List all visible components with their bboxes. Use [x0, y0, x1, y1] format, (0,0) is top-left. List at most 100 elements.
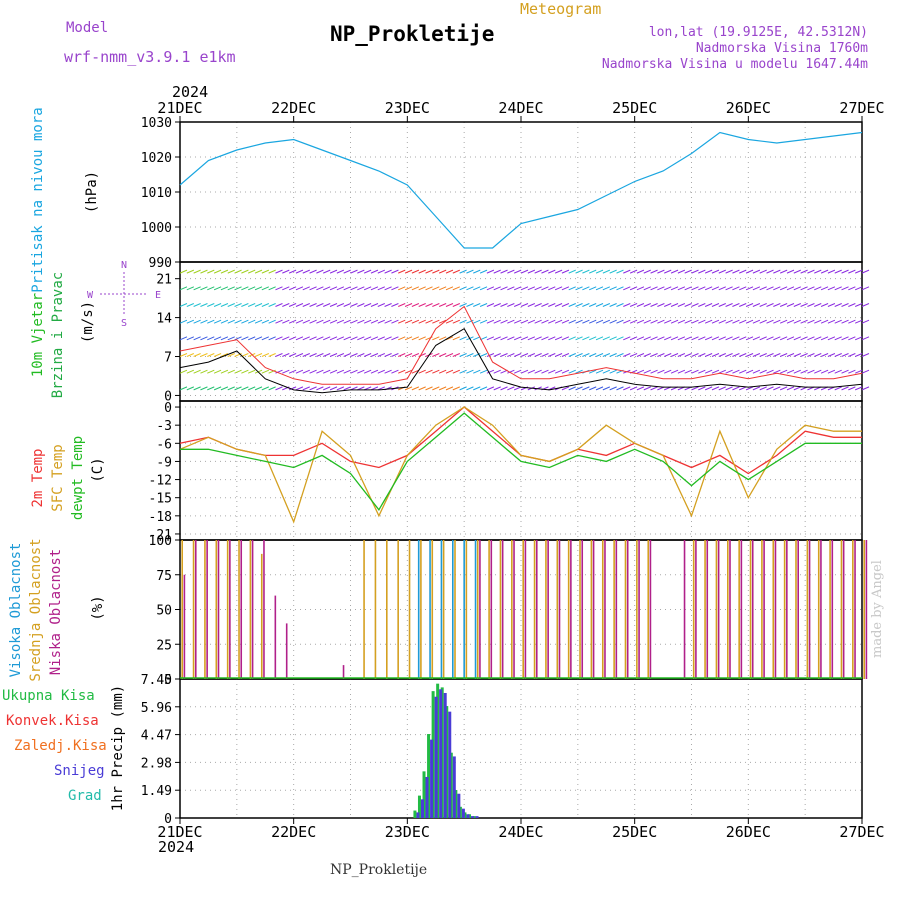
- wind-barb: [466, 353, 474, 357]
- wind-barb: [323, 286, 331, 291]
- wind-barb: [575, 319, 583, 324]
- wind-barb: [241, 303, 249, 307]
- wind-barb: [664, 286, 672, 291]
- wind-barb: [425, 369, 433, 374]
- wind-barb: [507, 286, 515, 291]
- wind-barb: [732, 353, 740, 357]
- xtick-label-top: 24DEC: [498, 99, 543, 117]
- wind-barb: [698, 386, 706, 391]
- wind-barb: [684, 303, 692, 307]
- wind-barb: [193, 369, 201, 374]
- wind-barb: [418, 336, 426, 341]
- wind-barb: [513, 353, 522, 357]
- wind-barb: [718, 269, 726, 274]
- wind-barb: [561, 286, 570, 291]
- compass-e: E: [155, 290, 161, 301]
- wind-barb: [220, 353, 229, 357]
- wind-barb: [350, 286, 358, 291]
- wind-barb: [704, 319, 713, 324]
- wind-barb: [432, 319, 440, 324]
- wind-barb: [254, 269, 263, 274]
- wind-barb: [473, 269, 481, 274]
- model-elevation: Nadmorska Visina u modelu 1647.44m: [601, 57, 868, 72]
- wind-barb: [186, 269, 195, 274]
- xtick-label-bottom: 22DEC: [271, 823, 316, 841]
- wind-barb: [745, 386, 754, 391]
- model-name: wrf-nmm_v3.9.1 e1km: [64, 48, 236, 66]
- wind-barb: [275, 353, 283, 357]
- wind-barb: [418, 269, 426, 274]
- wind-barb: [814, 319, 822, 324]
- wind-barb: [350, 353, 358, 357]
- wind-barb: [329, 319, 338, 324]
- wind-barb: [589, 303, 597, 307]
- wind-barb: [595, 286, 604, 291]
- wind-barb: [438, 369, 447, 374]
- wind-barb: [507, 269, 515, 274]
- wind-barb: [370, 386, 379, 391]
- wind-barb: [309, 286, 317, 291]
- label-precip-unit: 1hr Precip (mm): [110, 685, 126, 811]
- wind-barb: [814, 369, 822, 374]
- wind-barb: [820, 353, 829, 357]
- wind-barb: [445, 303, 454, 307]
- wind-barb: [568, 353, 576, 357]
- wind-barb: [779, 269, 788, 274]
- wind-barb: [241, 286, 249, 291]
- wind-barb: [302, 269, 310, 274]
- wind-barb: [718, 286, 726, 291]
- wind-barb: [657, 369, 665, 374]
- wind-barb: [425, 319, 433, 324]
- wind-barb: [841, 303, 849, 307]
- wind-barb: [718, 386, 726, 391]
- wind-barb: [411, 303, 420, 307]
- wind-barb: [711, 319, 720, 324]
- wind-barb: [582, 336, 590, 341]
- wind-barb: [213, 353, 222, 357]
- wind-barb: [854, 369, 863, 374]
- wind-barb: [827, 286, 836, 291]
- wind-barb: [793, 303, 801, 307]
- wind-barb: [391, 319, 399, 324]
- wind-barb: [350, 269, 358, 274]
- wind-barb: [493, 369, 501, 374]
- wind-barb: [841, 286, 849, 291]
- wind-barb: [459, 353, 467, 357]
- wind-barb: [513, 369, 522, 374]
- wind-barb: [636, 319, 645, 324]
- wind-barb: [459, 386, 467, 391]
- wind-barb: [234, 336, 242, 341]
- wind-barb: [377, 369, 385, 374]
- wind-barb: [411, 269, 420, 274]
- wind-barb: [602, 303, 611, 307]
- xtick-label-bottom: 23DEC: [385, 823, 430, 841]
- wind-barb: [609, 286, 617, 291]
- wind-barb: [398, 369, 406, 374]
- wind-barb: [834, 303, 842, 307]
- wind-barb: [418, 286, 426, 291]
- wind-barb: [507, 303, 515, 307]
- wind-barb: [200, 319, 208, 324]
- wind-barb: [186, 303, 195, 307]
- wind-barb: [241, 386, 249, 391]
- wind-barb: [350, 336, 358, 341]
- wind-barb: [541, 369, 549, 374]
- wind-barb: [323, 319, 331, 324]
- wind-barb: [691, 286, 699, 291]
- ytick-label-clouds: 100: [149, 534, 172, 549]
- wind-barb: [179, 286, 188, 291]
- wind-barb: [179, 336, 188, 341]
- wind-barb: [179, 386, 188, 391]
- wind-barb: [650, 336, 658, 341]
- wind-barb: [329, 386, 338, 391]
- wind-barb: [507, 386, 515, 391]
- ytick-label-precipitation: 4.47: [141, 729, 172, 744]
- wind-barb: [786, 353, 795, 357]
- wind-barb: [404, 386, 413, 391]
- wind-barb: [438, 269, 447, 274]
- wind-barb: [459, 269, 467, 274]
- wind-barb: [848, 319, 856, 324]
- wind-barb: [295, 286, 304, 291]
- wind-barb: [343, 269, 351, 274]
- wind-barb: [773, 286, 781, 291]
